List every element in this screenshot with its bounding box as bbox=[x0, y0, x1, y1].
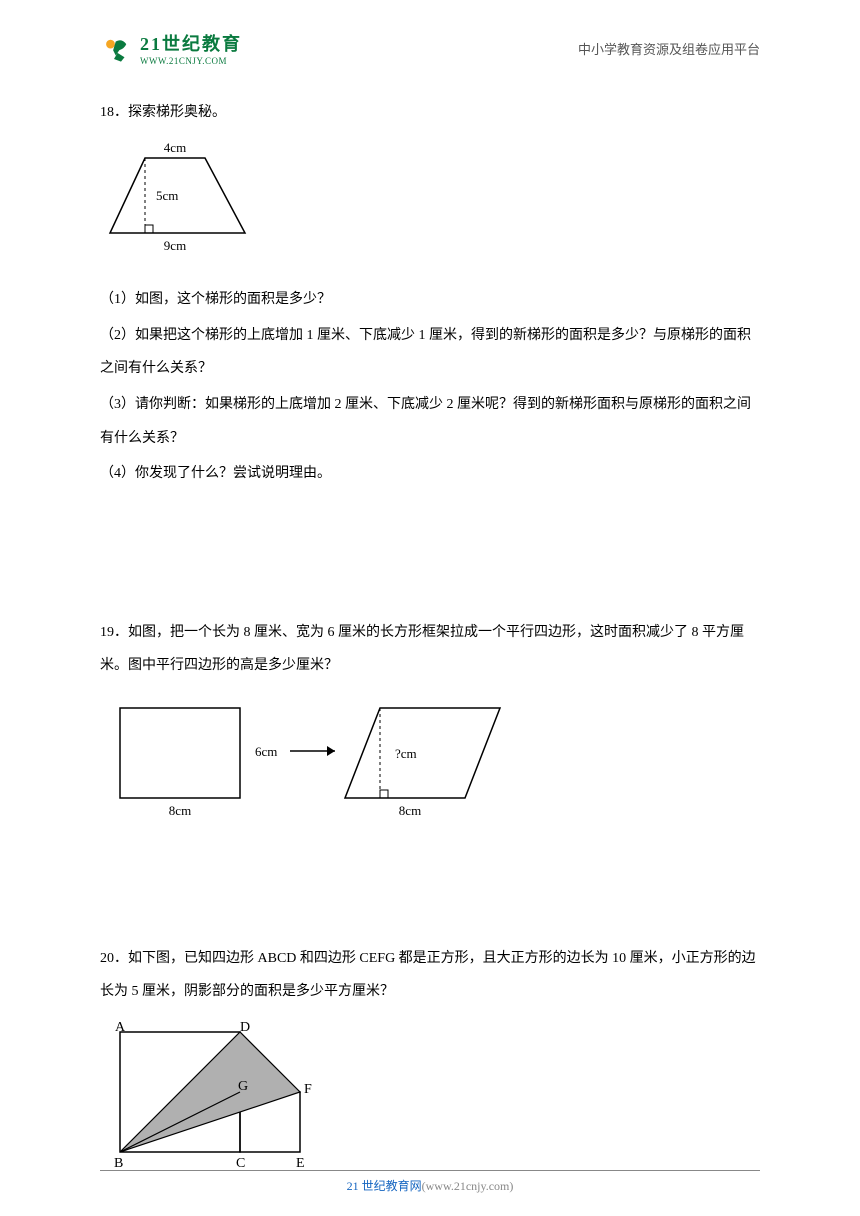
problem-18-title: 18．探索梯形奥秘。 bbox=[100, 96, 760, 130]
trap-top-label: 4cm bbox=[164, 140, 186, 155]
label-d: D bbox=[240, 1020, 250, 1035]
problem-19: 19．如图，把一个长为 8 厘米、宽为 6 厘米的长方形框架拉成一个平行四边形，… bbox=[100, 616, 760, 837]
parallelogram-shape bbox=[345, 708, 500, 798]
trap-bottom-label: 9cm bbox=[164, 238, 186, 253]
para-right-angle bbox=[380, 790, 388, 798]
para-base-label: 8cm bbox=[399, 803, 421, 818]
problem-18: 18．探索梯形奥秘。 4cm 5cm 9cm （1）如图，这个梯形的面积是多少？… bbox=[100, 96, 760, 491]
rect-width-label: 8cm bbox=[169, 803, 191, 818]
problem-19-title: 19．如图，把一个长为 8 厘米、宽为 6 厘米的长方形框架拉成一个平行四边形，… bbox=[100, 616, 760, 683]
label-a: A bbox=[115, 1020, 126, 1035]
right-angle-mark bbox=[145, 225, 153, 233]
rect-parallelogram-figure: 8cm 6cm ?cm 8cm bbox=[100, 693, 760, 837]
trapezoid-figure: 4cm 5cm 9cm bbox=[100, 138, 760, 272]
problem-18-sub1: （1）如图，这个梯形的面积是多少？ bbox=[100, 283, 760, 317]
label-g: G bbox=[238, 1079, 248, 1094]
problem-number: 20 bbox=[100, 951, 114, 966]
label-f: F bbox=[304, 1082, 312, 1097]
rectangle-shape bbox=[120, 708, 240, 798]
problem-number: 18 bbox=[100, 105, 114, 120]
problem-text: ．如图，把一个长为 8 厘米、宽为 6 厘米的长方形框架拉成一个平行四边形，这时… bbox=[100, 625, 744, 674]
logo-sub-text: WWW.21CNJY.COM bbox=[140, 56, 242, 66]
problem-number: 19 bbox=[100, 625, 114, 640]
problem-text: ．如下图，已知四边形 ABCD 和四边形 CEFG 都是正方形，且大正方形的边长… bbox=[100, 951, 756, 1000]
header-right-text: 中小学教育资源及组卷应用平台 bbox=[578, 39, 760, 58]
spacer bbox=[100, 852, 760, 942]
problem-20-title: 20．如下图，已知四边形 ABCD 和四边形 CEFG 都是正方形，且大正方形的… bbox=[100, 942, 760, 1009]
arrow-head bbox=[327, 746, 335, 756]
logo-main-text: 21世纪教育 bbox=[140, 30, 242, 56]
spacer bbox=[100, 506, 760, 616]
problem-18-sub2: （2）如果把这个梯形的上底增加 1 厘米、下底减少 1 厘米，得到的新梯形的面积… bbox=[100, 319, 760, 386]
page-header: 21世纪教育 WWW.21CNJY.COM 中小学教育资源及组卷应用平台 bbox=[100, 30, 760, 66]
problem-18-sub4: （4）你发现了什么？尝试说明理由。 bbox=[100, 457, 760, 491]
para-height-label: ?cm bbox=[395, 746, 417, 761]
logo-icon bbox=[100, 31, 135, 66]
main-content: 18．探索梯形奥秘。 4cm 5cm 9cm （1）如图，这个梯形的面积是多少？… bbox=[100, 96, 760, 1185]
label-e: E bbox=[296, 1156, 305, 1171]
problem-18-sub3: （3）请你判断：如果梯形的上底增加 2 厘米、下底减少 2 厘米呢？得到的新梯形… bbox=[100, 388, 760, 455]
footer-url: (www.21cnjy.com) bbox=[422, 1179, 514, 1193]
label-c: C bbox=[236, 1156, 245, 1171]
page-footer: 21 世纪教育网(www.21cnjy.com) bbox=[100, 1170, 760, 1194]
logo-text: 21世纪教育 WWW.21CNJY.COM bbox=[140, 30, 242, 66]
rect-height-label: 6cm bbox=[255, 744, 277, 759]
shaded-triangle bbox=[120, 1032, 300, 1152]
problem-text: ．探索梯形奥秘。 bbox=[114, 105, 226, 120]
problem-20: 20．如下图，已知四边形 ABCD 和四边形 CEFG 都是正方形，且大正方形的… bbox=[100, 942, 760, 1186]
logo: 21世纪教育 WWW.21CNJY.COM bbox=[100, 30, 242, 66]
trap-height-label: 5cm bbox=[156, 188, 178, 203]
label-b: B bbox=[114, 1156, 123, 1171]
squares-figure: A D B C E F G bbox=[100, 1017, 760, 1186]
footer-text: 21 世纪教育网 bbox=[347, 1179, 422, 1193]
